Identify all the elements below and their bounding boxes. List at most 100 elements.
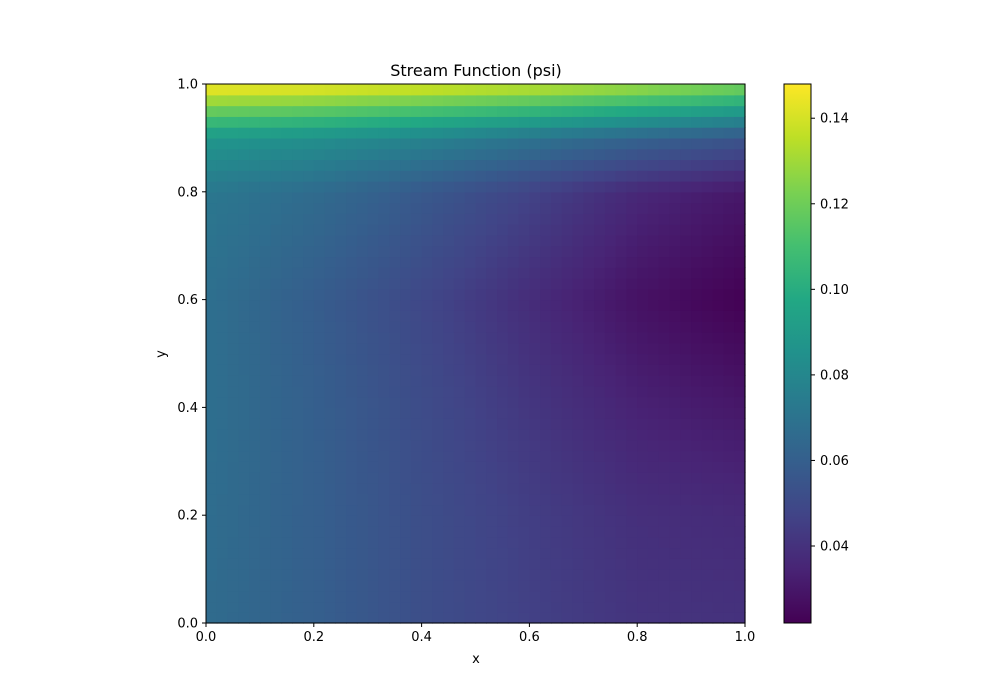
heatmap-cell [615,493,628,506]
heatmap-cell [378,450,390,462]
heatmap-cell [550,84,563,96]
heatmap-cell [572,245,584,258]
heatmap-cell [604,590,617,603]
heatmap-cell [701,439,714,452]
heatmap-cell [249,202,261,214]
heatmap-cell [669,450,681,462]
heatmap-cell [572,84,584,96]
heatmap-cell [572,396,584,408]
heatmap-cell [561,450,574,462]
heatmap-cell [647,364,660,376]
heatmap-cell [443,579,455,592]
heatmap-cell [216,299,229,311]
heatmap-cell [604,299,617,311]
heatmap-cell [497,375,509,387]
heatmap-cell [615,450,628,462]
heatmap-cell [658,299,671,311]
heatmap-cell [389,515,401,527]
heatmap-cell [432,407,444,419]
heatmap-cell [292,558,304,570]
heatmap-cell [637,267,649,279]
heatmap-cell [443,137,455,150]
heatmap-cell [540,428,552,441]
heatmap-cell [324,536,336,549]
heatmap-cell [259,579,272,592]
heatmap-cell [400,396,412,408]
heatmap-cell [615,278,628,290]
heatmap-cell [734,181,746,193]
heatmap-cell [216,84,229,96]
heatmap-cell [389,331,401,344]
heatmap-cell [292,612,304,624]
heatmap-cell [550,601,563,613]
heatmap-cell [583,385,595,398]
heatmap-cell [507,181,520,193]
heatmap-cell [313,525,326,538]
heatmap-cell [346,94,358,107]
heatmap-cell [443,482,455,495]
heatmap-cell [572,353,584,365]
heatmap-cell [647,299,660,311]
heatmap-cell [346,450,358,462]
heatmap-cell [615,331,628,344]
colorbar-tick-label: 0.06 [820,454,849,469]
heatmap-cell [367,601,380,613]
heatmap-cell [335,612,347,624]
heatmap-cell [292,321,304,333]
heatmap-cell [680,288,692,301]
heatmap-cell [680,547,692,559]
colorbar-tick-label: 0.08 [820,368,849,383]
heatmap-cell [594,299,606,311]
heatmap-cell [400,515,412,527]
heatmap-cell [453,116,466,128]
heatmap-cell [540,375,552,387]
heatmap-cell [518,191,530,204]
heatmap-cell [389,127,401,139]
heatmap-cell [421,310,433,322]
heatmap-cell [292,224,304,236]
heatmap-cell [216,321,229,333]
heatmap-cell [615,396,628,408]
heatmap-cell [259,234,272,247]
heatmap-cell [313,288,326,301]
heatmap-cell [712,428,725,441]
heatmap-cell [216,181,229,193]
heatmap-cell [497,148,509,161]
heatmap-cell [572,191,584,204]
heatmap-cell [615,375,628,387]
heatmap-cell [497,256,509,268]
heatmap-cell [647,84,660,96]
heatmap-cell [421,94,433,107]
heatmap-cell [238,450,250,462]
heatmap-cell [410,590,423,603]
heatmap-cell [227,137,239,150]
heatmap-cell [540,278,552,290]
heatmap-cell [410,569,423,581]
heatmap-cell [497,310,509,322]
heatmap-cell [669,278,681,290]
heatmap-cell [432,396,444,408]
heatmap-cell [486,558,498,570]
heatmap-cell [540,472,552,484]
heatmap-cell [615,267,628,279]
heatmap-cell [313,170,326,182]
heatmap-cell [335,310,347,322]
heatmap-cell [540,256,552,268]
heatmap-cell [324,579,336,592]
heatmap-cell [497,213,509,225]
heatmap-cell [712,213,725,225]
heatmap-cell [389,590,401,603]
heatmap-cell [206,461,218,473]
heatmap-cell [637,181,649,193]
heatmap-cell [346,299,358,311]
heatmap-cell [346,342,358,355]
heatmap-cell [583,375,595,387]
heatmap-cell [227,213,239,225]
heatmap-cell [723,267,735,279]
heatmap-cell [691,116,703,128]
heatmap-cell [712,116,725,128]
heatmap-cell [443,213,455,225]
heatmap-cell [389,202,401,214]
heatmap-cell [292,181,304,193]
heatmap-cell [313,148,326,161]
